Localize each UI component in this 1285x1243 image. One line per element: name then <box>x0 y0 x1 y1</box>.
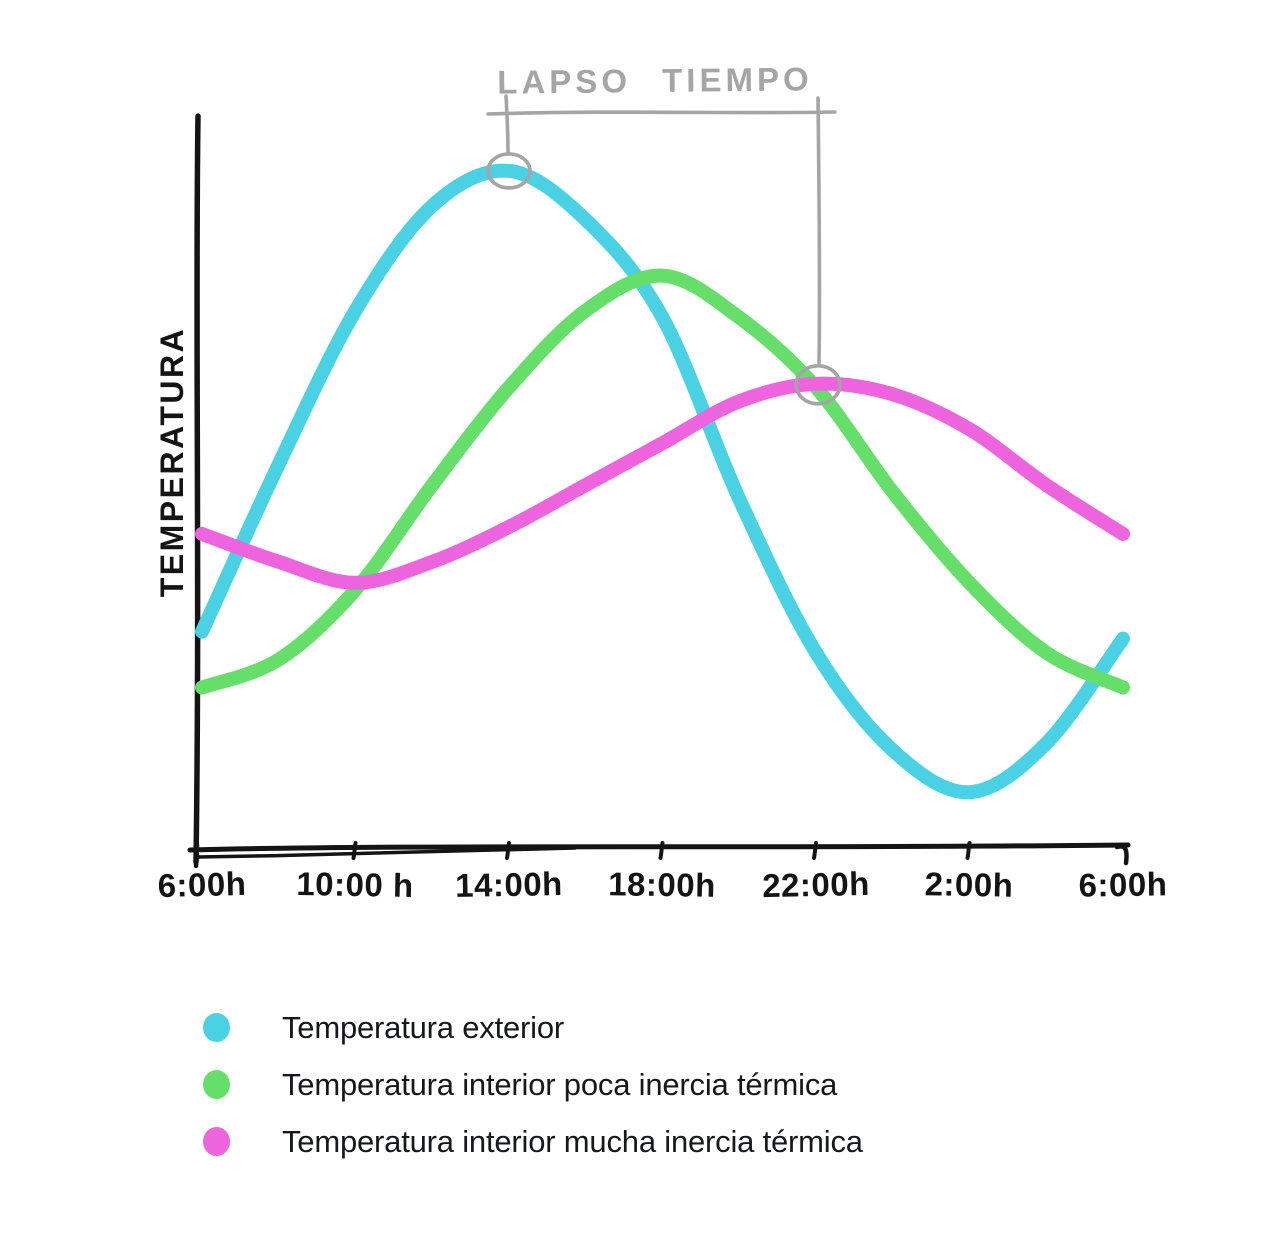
curves <box>195 163 1130 800</box>
x-tick-label-14h: 14:00h <box>454 865 564 904</box>
curve-mucha-inercia <box>195 376 1130 590</box>
legend-item-mucha-inercia: Temperatura interior mucha inercia térmi… <box>203 1120 863 1163</box>
circled-peak-mucha-inercia <box>794 363 842 406</box>
x-tick-label-2h: 2:00h <box>924 865 1014 904</box>
x-tick-origin <box>193 842 200 869</box>
legend-dot-poca-inercia-icon <box>203 1070 230 1099</box>
legend-item-exterior: Temperatura exterior <box>203 1006 863 1049</box>
legend-dot-mucha-inercia-icon <box>203 1127 230 1156</box>
x-axis-overdraw-stroke <box>196 846 577 859</box>
legend-label-poca-inercia: Temperatura interior poca inercia térmic… <box>282 1066 838 1102</box>
x-tick <box>351 841 358 860</box>
x-axis-line <box>187 842 1131 853</box>
legend: Temperatura exterior Temperatura interio… <box>203 1006 863 1163</box>
x-tick-label-10h: 10:00 h <box>296 864 414 905</box>
circled-peak-exterior <box>486 152 532 190</box>
x-tick-label-6h: 6:00h <box>157 864 247 905</box>
legend-dot-exterior-icon <box>203 1013 230 1042</box>
y-axis-label: TEMPERATURA <box>154 326 190 598</box>
x-axis-end-hook <box>1114 844 1129 866</box>
x-tick <box>505 841 511 860</box>
bracket-right-drop-line <box>816 96 822 365</box>
x-tick-label-22h: 22:00h <box>761 864 871 905</box>
bracket-left-drop-line <box>504 94 510 155</box>
curve-exterior <box>195 163 1130 800</box>
x-tick <box>965 841 972 860</box>
x-tick <box>812 841 818 860</box>
x-tick-label-18h: 18:00h <box>607 865 717 904</box>
lapso-tiempo-label: LAPSO TIEMPO <box>497 60 813 101</box>
bracket-horizontal-line <box>486 110 837 116</box>
legend-item-poca-inercia: Temperatura interior poca inercia térmic… <box>203 1063 863 1106</box>
y-axis-line <box>193 113 201 865</box>
legend-label-exterior: Temperatura exterior <box>282 1009 565 1045</box>
legend-label-mucha-inercia: Temperatura interior mucha inercia térmi… <box>282 1123 863 1159</box>
x-tick-label-6h-end: 6:00h <box>1078 865 1168 904</box>
time-lag-annotation <box>486 94 842 406</box>
axes <box>187 113 1131 869</box>
x-tick <box>658 841 665 860</box>
